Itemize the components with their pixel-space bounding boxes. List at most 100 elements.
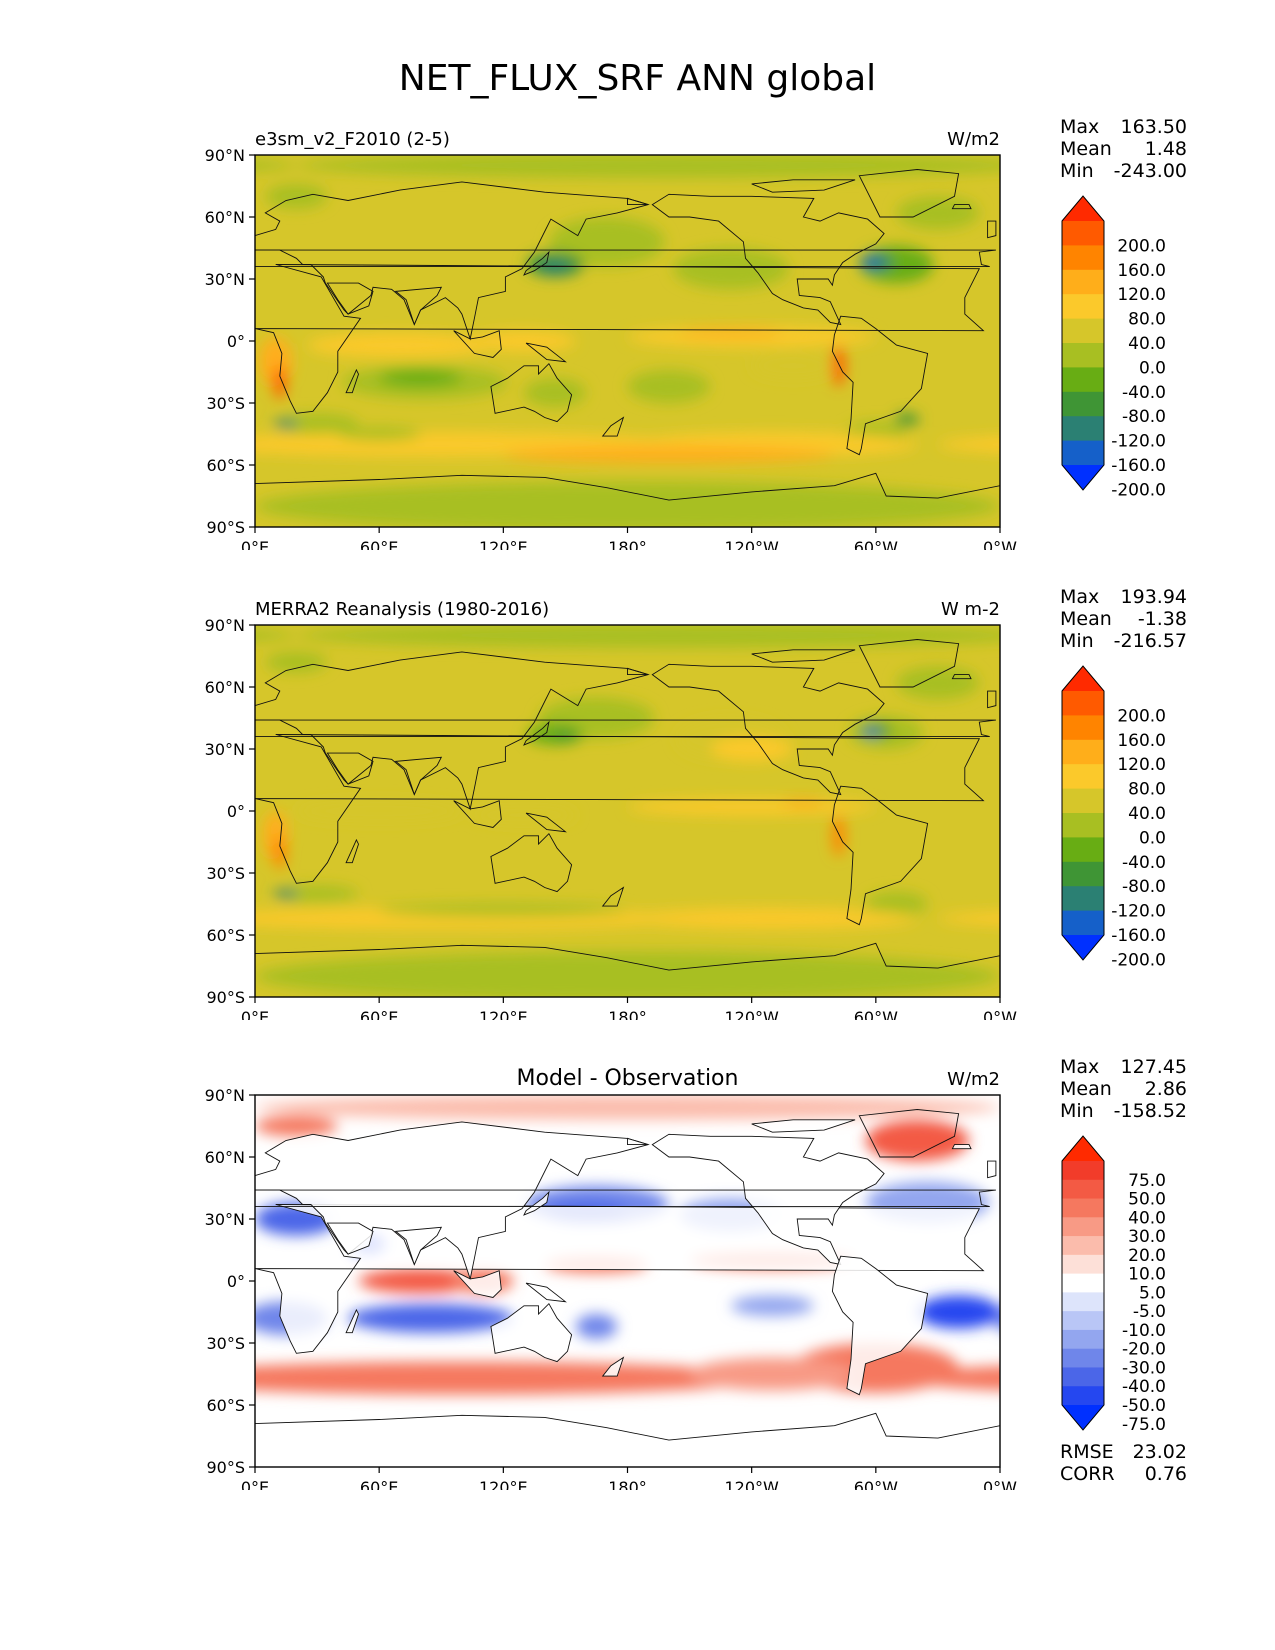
lon-tick-label: 0°W — [983, 1008, 1017, 1020]
map-field — [255, 155, 1000, 527]
coastlines — [255, 169, 1000, 527]
coastline-antarctica — [255, 1412, 1000, 1467]
coastline-arcticIsles — [751, 649, 856, 663]
colorbar-swatch — [1062, 739, 1104, 765]
lat-tick-label: 90°S — [206, 988, 245, 1007]
colorbar-extend-min — [1062, 465, 1104, 490]
field-region — [751, 353, 835, 379]
colorbar-swatch — [1062, 391, 1104, 417]
stat-corr: 0.76 — [1144, 1463, 1187, 1485]
stat-min: -158.52 — [1113, 1100, 1187, 1122]
coastline-uk — [987, 1160, 997, 1179]
stat-min: -216.57 — [1113, 630, 1187, 652]
colorbar-level-label: 160.0 — [1117, 261, 1166, 281]
colorbar: 75.050.040.030.020.010.05.0-5.0-10.0-20.… — [1061, 1135, 1166, 1435]
field-region — [896, 196, 980, 230]
lon-tick-label: 120°W — [724, 1478, 779, 1490]
colorbar-swatch — [1062, 1273, 1104, 1293]
field-region — [553, 730, 578, 739]
colorbar-swatch — [1062, 1329, 1104, 1350]
coastline-newZealand — [601, 416, 625, 437]
coastline-seAsiaIslands — [453, 1270, 502, 1298]
colorbar-swatch — [1062, 245, 1104, 271]
colorbar-level-label: -30.0 — [1122, 1358, 1166, 1378]
coastline-southAmerica — [831, 1255, 929, 1396]
field-region — [255, 1115, 338, 1137]
colorbar-swatch — [1062, 1161, 1104, 1181]
colorbar-level-label: -200.0 — [1111, 950, 1166, 970]
field-region — [782, 798, 825, 807]
coastline-iberia — [255, 1189, 996, 1208]
coastline-northAmerica — [651, 663, 885, 796]
field-region — [296, 155, 1000, 178]
lat-tick-label: 90°N — [205, 146, 245, 165]
colorbar-swatch — [1062, 1198, 1104, 1218]
field-region — [937, 436, 1000, 453]
field-region — [627, 369, 711, 403]
coastline-africa — [255, 264, 985, 414]
stats-diff: Max 127.45 Mean 2.86 Min -158.52 — [1060, 1056, 1187, 1122]
field-region — [524, 378, 587, 408]
coastline-australia — [490, 832, 573, 893]
colorbar-level-label: -10.0 — [1122, 1321, 1166, 1341]
coastline-africa — [255, 734, 985, 884]
coastline-madagascar — [345, 368, 359, 394]
colorbar-level-label: 0.0 — [1139, 828, 1166, 848]
coastline-southAmerica — [831, 785, 929, 926]
lat-tick-label: 90°S — [206, 518, 245, 537]
field-region — [937, 911, 1000, 926]
coastline-arabia — [326, 282, 374, 315]
colorbar-level-label: 75.0 — [1128, 1171, 1166, 1191]
colorbar-level-label: 80.0 — [1128, 780, 1166, 800]
stat-rmse: 23.02 — [1132, 1441, 1187, 1463]
panel-left-label: e3sm_v2_F2010 (2-5) — [255, 129, 450, 150]
coastline-seAsiaIslands — [453, 330, 502, 358]
coastline-northAmerica — [651, 193, 885, 326]
stat-max: 193.94 — [1120, 586, 1187, 608]
figure-title: NET_FLUX_SRF ANN global — [398, 58, 877, 99]
colorbar-swatch — [1062, 1236, 1104, 1256]
coastline-iceland — [951, 674, 972, 680]
colorbar-level-label: -120.0 — [1111, 902, 1166, 922]
stats-rmse-corr: RMSE 23.02 CORR 0.76 — [1060, 1441, 1187, 1485]
field-region — [255, 629, 297, 642]
field-region — [296, 625, 1000, 648]
field-region — [273, 419, 299, 428]
field-region — [503, 446, 835, 463]
colorbar-level-label: -160.0 — [1111, 926, 1166, 946]
coastline-southAmerica — [831, 315, 929, 456]
field-region — [255, 951, 1000, 997]
coastline-iberia — [255, 249, 996, 268]
lat-tick-label: 90°N — [205, 1086, 245, 1105]
lat-tick-label: 60°N — [205, 1148, 245, 1167]
colorbar-swatch — [1062, 886, 1104, 912]
coastline-newZealand — [601, 1356, 625, 1377]
coastline-antarctica — [255, 472, 1000, 527]
lat-tick-label: 60°N — [205, 208, 245, 227]
field-region — [472, 806, 576, 824]
coastline-antarctica — [255, 942, 1000, 997]
colorbar-swatch — [1062, 788, 1104, 814]
colorbar-swatch — [1062, 367, 1104, 393]
field-region — [865, 1119, 969, 1162]
colorbar-swatch — [1062, 764, 1104, 790]
lat-tick-label: 30°S — [206, 864, 245, 883]
colorbar-level-label: -120.0 — [1111, 432, 1166, 452]
field-region — [265, 183, 328, 209]
field-region — [673, 248, 789, 290]
field-region — [255, 1361, 773, 1395]
field-region — [472, 330, 576, 352]
stats-model: Max 163.50 Mean 1.48 Min -243.00 — [1060, 116, 1187, 182]
coastline-northAmerica — [651, 1133, 885, 1266]
lon-tick-label: 120°W — [724, 538, 779, 550]
colorbar-swatch — [1062, 1348, 1104, 1368]
colorbar-swatch — [1062, 861, 1104, 887]
colorbar-swatch — [1062, 343, 1104, 368]
colorbar-level-label: 120.0 — [1117, 285, 1166, 305]
colorbar-level-label: 10.0 — [1128, 1265, 1166, 1285]
colorbar-swatch — [1062, 221, 1104, 246]
coastline-australia — [490, 362, 573, 423]
field-region — [379, 904, 628, 917]
coastline-alaskaWrap — [627, 667, 649, 676]
field-region — [832, 345, 845, 387]
